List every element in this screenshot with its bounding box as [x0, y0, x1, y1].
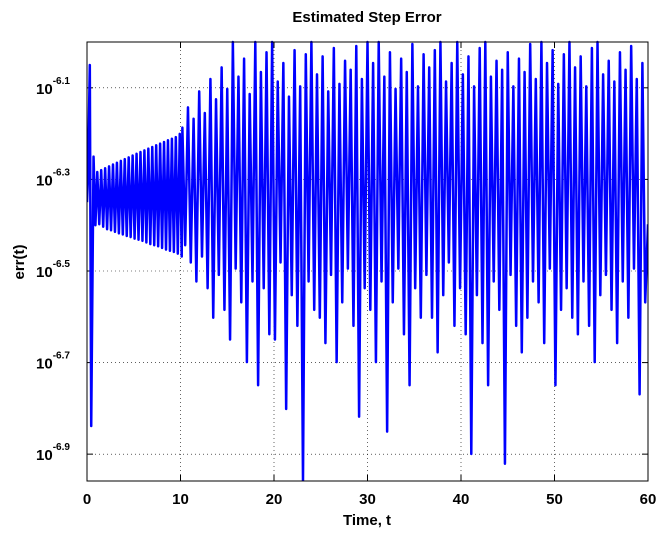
y-tick-base: 10	[36, 356, 53, 373]
y-tick-label: 10-6.5	[36, 259, 70, 281]
x-tick-label: 20	[266, 491, 283, 508]
x-tick-label: 10	[172, 491, 189, 508]
y-tick-base: 10	[36, 264, 53, 281]
y-tick-label: 10-6.1	[36, 76, 70, 98]
plot-frame	[86, 41, 649, 482]
y-tick-exponent: -6.5	[53, 259, 71, 270]
y-tick-base: 10	[36, 172, 53, 189]
y-tick-exponent: -6.1	[53, 76, 71, 87]
x-tick-label: 40	[453, 491, 470, 508]
y-tick-label: 10-6.3	[36, 167, 70, 189]
x-tick-label: 50	[546, 491, 563, 508]
y-tick-exponent: -6.9	[53, 442, 71, 453]
y-tick-base: 10	[36, 81, 53, 98]
y-axis-label: err(t)	[11, 244, 28, 279]
x-tick-label: 30	[359, 491, 376, 508]
y-tick-base: 10	[36, 447, 53, 464]
x-tick-label: 0	[83, 491, 91, 508]
x-axis-label: Time, t	[343, 512, 391, 529]
y-tick-exponent: -6.7	[53, 351, 71, 362]
data-line	[87, 40, 648, 481]
y-tick-label: 10-6.7	[36, 351, 70, 373]
y-tick-exponent: -6.3	[53, 167, 71, 178]
y-tick-label: 10-6.9	[36, 442, 70, 464]
chart-title: Estimated Step Error	[292, 9, 441, 26]
x-tick-label: 60	[640, 491, 657, 508]
